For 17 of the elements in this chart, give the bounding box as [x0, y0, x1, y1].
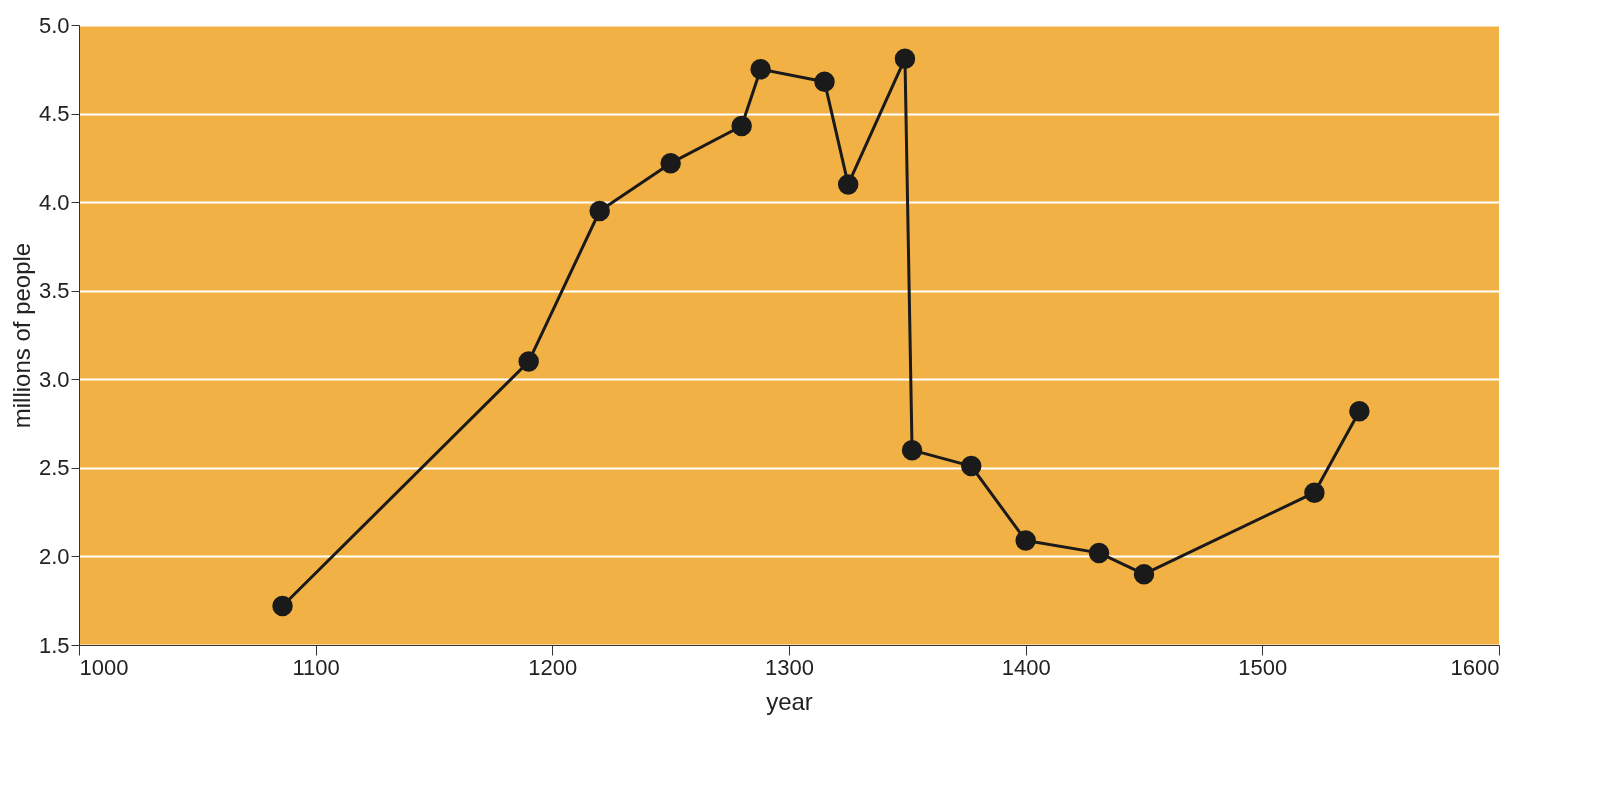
y-tick-label: 3.0: [38, 366, 70, 392]
x-axis-title: year: [766, 687, 813, 715]
y-tick-label: 5.0: [38, 12, 70, 38]
x-tick-label: 1300: [765, 654, 814, 680]
y-tick-label: 4.5: [38, 101, 70, 127]
x-tick-label: 1000: [79, 654, 129, 680]
x-tick-label: 1400: [1001, 654, 1051, 680]
y-tick-label: 4.0: [38, 189, 70, 215]
y-tick-label: 3.5: [38, 278, 70, 304]
x-tick-label: 1100: [292, 654, 340, 680]
x-tick-label: 1500: [1238, 654, 1288, 680]
y-tick-label: 1.5: [38, 632, 70, 658]
x-tick-label: 1200: [528, 654, 578, 680]
y-tick-label: 2.0: [38, 543, 70, 569]
y-tick-label: 2.5: [38, 455, 70, 481]
y-axis-title: millions of people: [7, 242, 35, 429]
x-tick-label: 1600: [1450, 654, 1500, 680]
